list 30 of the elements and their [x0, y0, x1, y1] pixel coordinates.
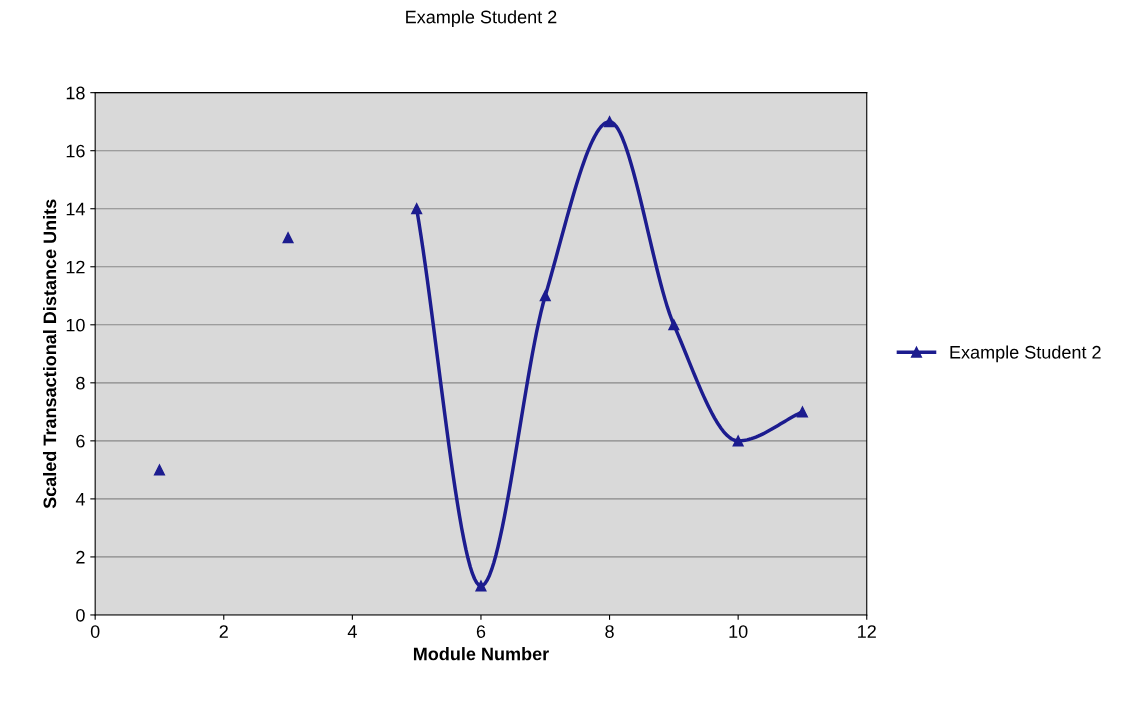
- point: [796, 406, 809, 418]
- point: [603, 116, 616, 128]
- y-tick-label: 4: [75, 493, 85, 506]
- x-axis-title: Module Number: [413, 647, 549, 661]
- point: [475, 580, 487, 592]
- point: [282, 232, 294, 244]
- x-tick-label: 4: [347, 625, 357, 638]
- point: [668, 319, 680, 331]
- x-tick-label: 0: [90, 625, 100, 638]
- y-tick-label: 12: [66, 260, 85, 274]
- legend-label: Example Student 2: [950, 345, 1101, 363]
- y-axis-title: Scaled Transactional Distance Units: [42, 199, 57, 509]
- point: [539, 290, 551, 302]
- x-tick-label: 2: [219, 625, 228, 638]
- x-tick-label: 10: [729, 625, 748, 638]
- point: [153, 464, 166, 476]
- x-tick-label: 12: [858, 625, 876, 638]
- y-tick-label: 18: [66, 86, 85, 100]
- point: [411, 203, 423, 215]
- chart-title: Example Student 2: [406, 10, 557, 27]
- y-tick-label: 6: [76, 434, 85, 448]
- y-tick-label: 10: [66, 318, 85, 332]
- y-tick-label: 2: [76, 550, 85, 564]
- y-tick-label: 0: [76, 608, 85, 622]
- x-tick-label: 8: [605, 625, 614, 638]
- y-tick-label: 16: [66, 144, 85, 158]
- y-tick-label: 14: [66, 202, 85, 216]
- point: [732, 435, 744, 447]
- x-tick-label: 6: [476, 625, 486, 638]
- y-tick-label: 8: [76, 376, 85, 390]
